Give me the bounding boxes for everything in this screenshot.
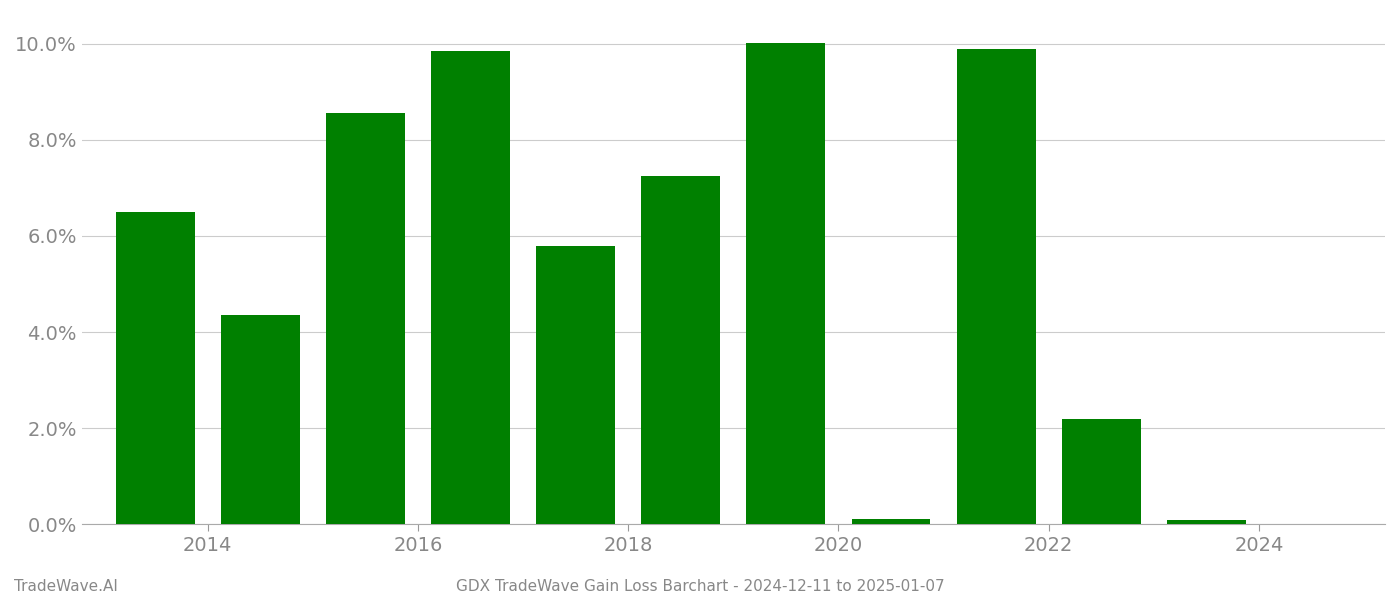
Bar [1166, 520, 1246, 524]
Bar [956, 49, 1036, 524]
Bar [851, 520, 931, 524]
Bar [536, 245, 615, 524]
Bar [1061, 419, 1141, 524]
Bar [431, 51, 510, 524]
Text: GDX TradeWave Gain Loss Barchart - 2024-12-11 to 2025-01-07: GDX TradeWave Gain Loss Barchart - 2024-… [455, 579, 945, 594]
Bar [641, 176, 720, 524]
Bar [116, 212, 195, 524]
Bar [746, 43, 825, 524]
Text: TradeWave.AI: TradeWave.AI [14, 579, 118, 594]
Bar [326, 113, 405, 524]
Bar [221, 315, 300, 524]
